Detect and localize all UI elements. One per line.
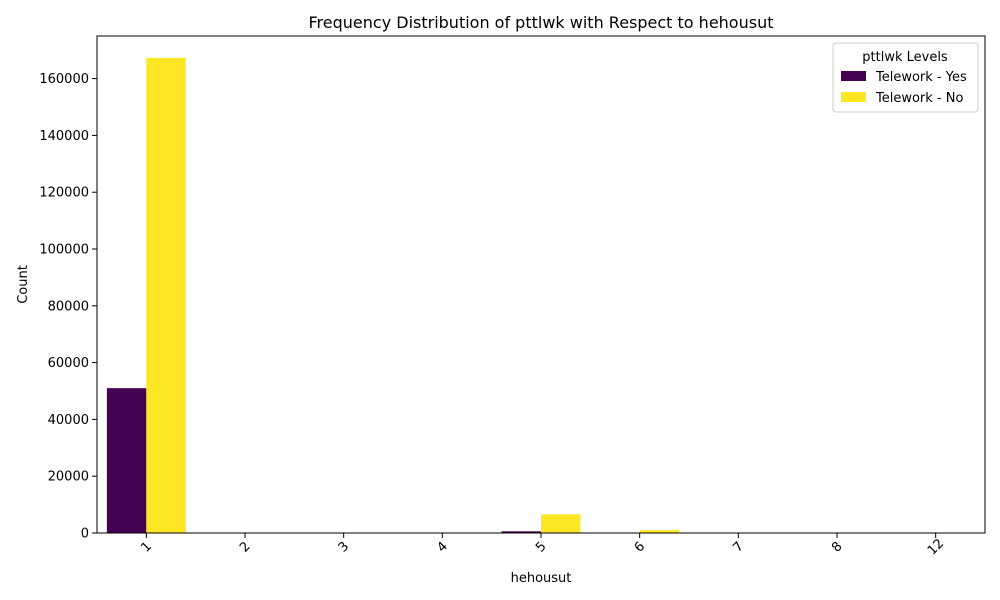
x-tick-label: 2 [237, 539, 253, 555]
legend-swatch-telework-no [841, 92, 866, 102]
legend-frame [832, 42, 979, 113]
x-tick-label: 1 [138, 539, 154, 555]
x-tick-label: 12 [925, 536, 947, 558]
chart-title: Frequency Distribution of pttlwk with Re… [309, 13, 774, 32]
bar-telework-no-5 [541, 514, 581, 533]
y-axis-label: Count [16, 265, 31, 304]
x-tick-label: 5 [533, 539, 549, 555]
x-tick-label: 6 [632, 539, 648, 555]
y-tick-label: 140000 [39, 129, 89, 144]
y-tick-label: 20000 [48, 470, 89, 485]
x-tick-label: 3 [336, 539, 352, 555]
bar-telework-yes-5 [501, 531, 541, 533]
y-tick-label: 40000 [48, 413, 89, 428]
y-tick-label: 60000 [48, 356, 89, 371]
bar-telework-yes-1 [106, 388, 147, 533]
bars-layer [106, 57, 976, 534]
x-axis: 1 2 3 4 5 6 7 8 12 [138, 533, 947, 559]
x-tick-label: 7 [730, 539, 746, 555]
y-tick-label: 80000 [48, 299, 89, 314]
bar-telework-no-6 [639, 530, 680, 533]
legend-label-telework-no: Telework - No [875, 91, 963, 106]
y-tick-label: 0 [81, 527, 89, 542]
legend: pttlwk Levels Telework - Yes Telework - … [832, 42, 979, 113]
x-tick-label: 8 [829, 539, 845, 555]
legend-title: pttlwk Levels [862, 50, 948, 65]
y-tick-label: 160000 [39, 72, 89, 87]
x-tick-label: 4 [434, 539, 450, 555]
bar-telework-no-1 [146, 57, 186, 534]
y-axis: 0 20000 40000 60000 80000 100000 120000 140000 1… [39, 72, 97, 542]
legend-swatch-telework-yes [841, 71, 866, 81]
x-axis-label: hehousut [511, 571, 572, 586]
legend-label-telework-yes: Telework - Yes [875, 70, 967, 85]
y-tick-label: 120000 [39, 186, 89, 201]
y-tick-label: 100000 [39, 243, 89, 258]
